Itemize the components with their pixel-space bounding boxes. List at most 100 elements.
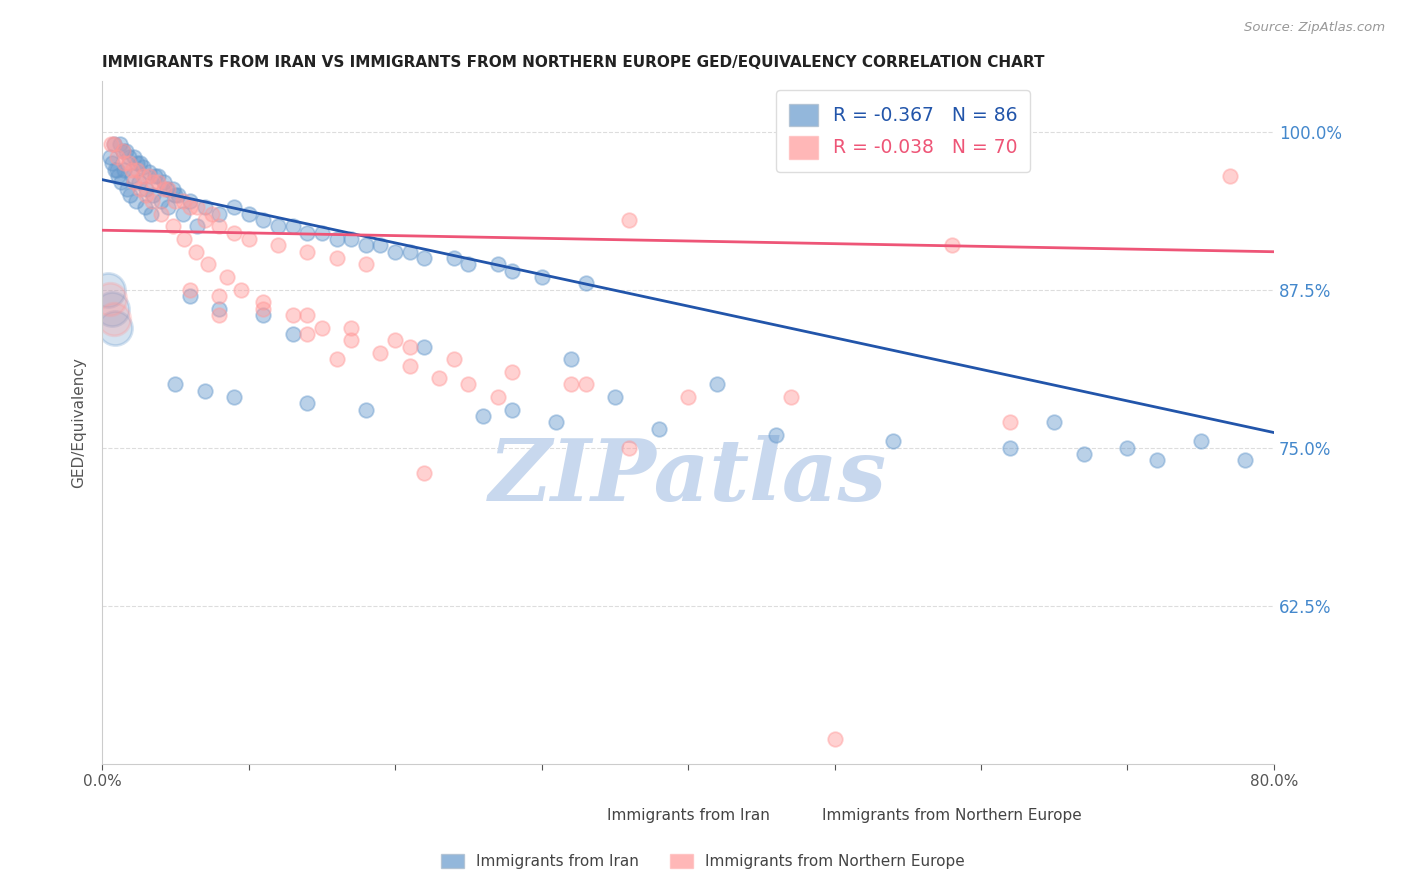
Point (165, 377, 187, 392)
Point (179, 289, 201, 303)
Point (354, 402, 377, 417)
Point (882, 434, 904, 449)
Point (186, 201, 208, 215)
Point (146, 175, 169, 189)
Point (546, 416, 568, 430)
Point (110, 175, 132, 189)
Point (208, 219, 231, 234)
Point (129, 156, 152, 170)
Point (111, 144, 134, 158)
Point (184, 244, 207, 259)
Point (117, 156, 139, 170)
Point (222, 201, 245, 215)
Point (354, 257, 377, 271)
Point (105, 150, 128, 164)
Point (194, 201, 217, 215)
Point (765, 428, 787, 442)
Point (603, 390, 626, 404)
Point (297, 226, 319, 240)
Point (103, 137, 125, 152)
Point (1073, 447, 1095, 461)
Point (231, 283, 253, 297)
Point (560, 352, 582, 367)
Point (179, 194, 201, 209)
Point (134, 201, 156, 215)
Point (238, 207, 260, 221)
Point (135, 181, 157, 195)
Point (143, 169, 166, 183)
Point (398, 244, 420, 259)
Point (156, 181, 179, 195)
Point (325, 232, 347, 246)
Text: Immigrants from Northern Europe: Immigrants from Northern Europe (823, 808, 1081, 823)
Point (267, 219, 290, 234)
Point (121, 162, 143, 177)
Point (501, 365, 523, 379)
Point (443, 352, 465, 367)
Point (111, 144, 134, 158)
Point (142, 187, 165, 202)
Point (208, 289, 231, 303)
Point (340, 333, 363, 347)
Point (138, 165, 160, 179)
Point (281, 326, 304, 341)
Point (149, 207, 172, 221)
Point (201, 207, 224, 221)
Point (619, 213, 641, 227)
Text: Immigrants from Iran: Immigrants from Iran (606, 808, 769, 823)
Point (139, 207, 162, 221)
Point (398, 340, 420, 354)
Point (121, 169, 143, 183)
Point (574, 377, 596, 392)
Point (1233, 453, 1256, 467)
Point (413, 340, 436, 354)
Point (179, 201, 201, 215)
Point (501, 402, 523, 417)
Point (104, 320, 127, 334)
Point (172, 207, 194, 221)
Text: IMMIGRANTS FROM IRAN VS IMMIGRANTS FROM NORTHERN EUROPE GED/EQUIVALENCY CORRELAT: IMMIGRANTS FROM IRAN VS IMMIGRANTS FROM … (103, 55, 1045, 70)
Point (127, 156, 149, 170)
Point (297, 308, 319, 322)
Point (779, 390, 801, 404)
Point (297, 396, 319, 410)
Point (457, 377, 479, 392)
Point (115, 181, 138, 195)
Point (208, 301, 231, 316)
Point (325, 352, 347, 367)
Point (340, 232, 363, 246)
Point (173, 232, 195, 246)
Point (238, 232, 260, 246)
Point (706, 377, 728, 392)
Point (179, 283, 201, 297)
Point (157, 181, 180, 195)
Point (138, 169, 160, 183)
Point (141, 194, 163, 209)
Point (142, 175, 165, 189)
Point (501, 263, 523, 277)
Point (132, 169, 155, 183)
Point (101, 301, 124, 316)
Point (129, 181, 152, 195)
Point (114, 144, 136, 158)
Point (574, 277, 596, 291)
Point (128, 175, 150, 189)
Point (103, 137, 125, 152)
Point (197, 257, 219, 271)
Point (157, 201, 180, 215)
Point (165, 194, 187, 209)
Point (125, 194, 148, 209)
Point (162, 181, 184, 195)
Point (112, 162, 135, 177)
Point (676, 390, 699, 404)
Point (1116, 441, 1139, 455)
Point (1189, 434, 1212, 449)
Point (297, 326, 319, 341)
Point (112, 156, 135, 170)
Point (146, 169, 169, 183)
Point (107, 169, 129, 183)
Point (222, 226, 245, 240)
Point (172, 194, 194, 209)
Point (413, 466, 436, 480)
Point (98, 150, 121, 164)
